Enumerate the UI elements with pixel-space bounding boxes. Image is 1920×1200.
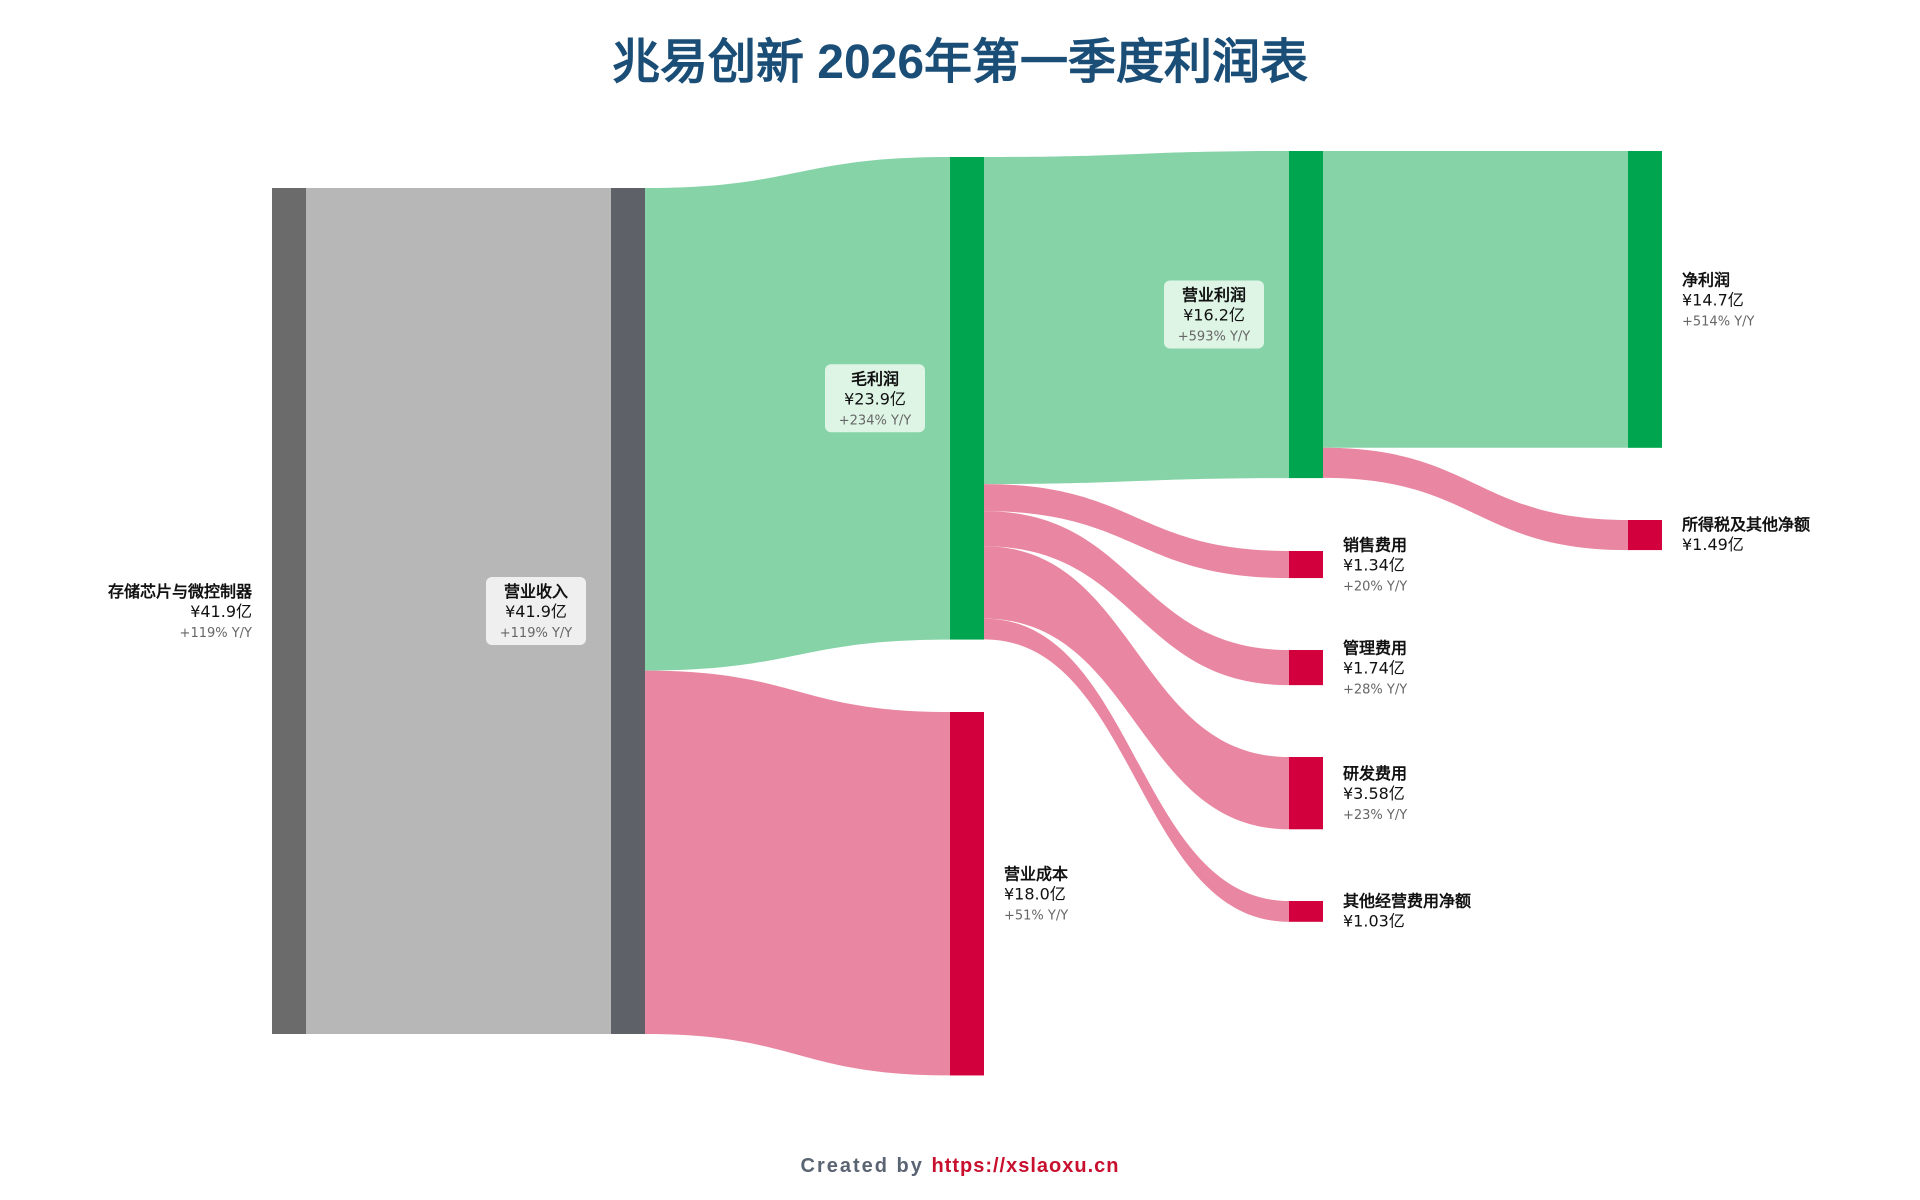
node-label-gross: 毛利润¥23.9亿 +234% Y/Y xyxy=(839,369,912,428)
node-name-otherop: 其他经营费用净额 xyxy=(1343,891,1471,910)
node-value-net: ¥14.7亿 xyxy=(1682,290,1744,309)
node-label-rd: 研发费用¥3.58亿 +23% Y/Y xyxy=(1343,764,1407,823)
node-value-cost: ¥18.0亿 xyxy=(1004,885,1066,904)
node-yoy-net: +514% Y/Y xyxy=(1682,314,1755,329)
node-name-net: 净利润 xyxy=(1682,270,1730,289)
node-name-tax: 所得税及其他净额 xyxy=(1682,515,1810,534)
node-name-revenue: 营业收入 xyxy=(504,582,568,601)
link-gross-sales xyxy=(984,484,1289,579)
node-bar-oper xyxy=(1289,151,1323,479)
node-bar-rd xyxy=(1289,757,1323,830)
node-label-admin: 管理费用¥1.74亿 +28% Y/Y xyxy=(1343,639,1407,698)
link-gross-rd xyxy=(984,546,1289,830)
node-value-oper: ¥16.2亿 xyxy=(1183,306,1245,325)
node-bar-tax xyxy=(1628,520,1662,551)
node-yoy-storage: +119% Y/Y xyxy=(180,626,253,641)
node-value-sales: ¥1.34亿 xyxy=(1343,556,1405,575)
node-bar-admin xyxy=(1289,650,1323,686)
node-label-box-revenue xyxy=(486,577,586,645)
node-bar-otherop xyxy=(1289,901,1323,922)
link-gross-admin xyxy=(984,511,1289,686)
node-yoy-revenue: +119% Y/Y xyxy=(500,626,573,641)
node-yoy-gross: +234% Y/Y xyxy=(839,413,912,428)
node-bar-storage xyxy=(272,188,306,1034)
links-layer xyxy=(306,151,1628,1076)
node-yoy-sales: +20% Y/Y xyxy=(1343,580,1407,595)
node-bar-revenue xyxy=(611,188,645,1034)
node-name-cost: 营业成本 xyxy=(1004,865,1068,884)
node-value-tax: ¥1.49亿 xyxy=(1682,535,1744,554)
link-oper-tax xyxy=(1323,447,1628,551)
node-label-storage: 存储芯片与微控制器¥41.9亿 +119% Y/Y xyxy=(108,582,253,641)
link-storage-revenue xyxy=(306,188,611,1034)
node-value-storage: ¥41.9亿 xyxy=(190,602,252,621)
node-yoy-oper: +593% Y/Y xyxy=(1178,330,1251,345)
node-label-net: 净利润¥14.7亿 +514% Y/Y xyxy=(1682,270,1755,329)
node-value-otherop: ¥1.03亿 xyxy=(1343,911,1405,930)
link-gross-oper xyxy=(984,151,1289,485)
node-value-rd: ¥3.58亿 xyxy=(1343,784,1405,803)
node-label-box-gross xyxy=(825,364,925,433)
node-label-revenue: 营业收入¥41.9亿 +119% Y/Y xyxy=(500,582,573,641)
node-bar-net xyxy=(1628,151,1662,448)
link-revenue-cost xyxy=(645,670,950,1076)
node-label-cost: 营业成本¥18.0亿 +51% Y/Y xyxy=(1004,865,1068,924)
node-name-admin: 管理费用 xyxy=(1343,639,1407,658)
node-bar-gross xyxy=(950,157,984,640)
node-name-gross: 毛利润 xyxy=(851,369,899,388)
node-bar-sales xyxy=(1289,551,1323,579)
node-name-rd: 研发费用 xyxy=(1343,764,1407,783)
link-oper-net xyxy=(1323,151,1628,448)
node-value-admin: ¥1.74亿 xyxy=(1343,659,1405,678)
credit-line: Created by https://xslaoxu.cn xyxy=(0,1155,1920,1178)
chart-title: 兆易创新 2026年第一季度利润表 xyxy=(611,36,1309,89)
node-yoy-admin: +28% Y/Y xyxy=(1343,683,1407,698)
labels-layer: 存储芯片与微控制器¥41.9亿+119% Y/Y营业收入¥41.9亿+119% … xyxy=(108,270,1810,930)
node-label-oper: 营业利润¥16.2亿 +593% Y/Y xyxy=(1178,286,1251,345)
node-label-box-oper xyxy=(1164,280,1264,349)
node-name-storage: 存储芯片与微控制器 xyxy=(108,582,253,601)
credit-prefix: Created by xyxy=(800,1155,932,1177)
link-gross-otherop xyxy=(984,618,1289,922)
node-bar-cost xyxy=(950,712,984,1076)
link-revenue-gross xyxy=(645,157,950,671)
node-label-otherop: 其他经营费用净额¥1.03亿 xyxy=(1343,891,1471,930)
node-yoy-rd: +23% Y/Y xyxy=(1343,808,1407,823)
credit-url[interactable]: https://xslaoxu.cn xyxy=(931,1155,1120,1177)
node-label-sales: 销售费用¥1.34亿 +20% Y/Y xyxy=(1343,536,1407,595)
node-name-oper: 营业利润 xyxy=(1182,286,1246,305)
node-name-sales: 销售费用 xyxy=(1343,536,1407,555)
node-yoy-cost: +51% Y/Y xyxy=(1004,909,1068,924)
node-label-tax: 所得税及其他净额¥1.49亿 xyxy=(1682,515,1810,554)
nodes-layer xyxy=(272,151,1662,1076)
node-value-revenue: ¥41.9亿 xyxy=(505,602,567,621)
node-value-gross: ¥23.9亿 xyxy=(844,389,906,408)
